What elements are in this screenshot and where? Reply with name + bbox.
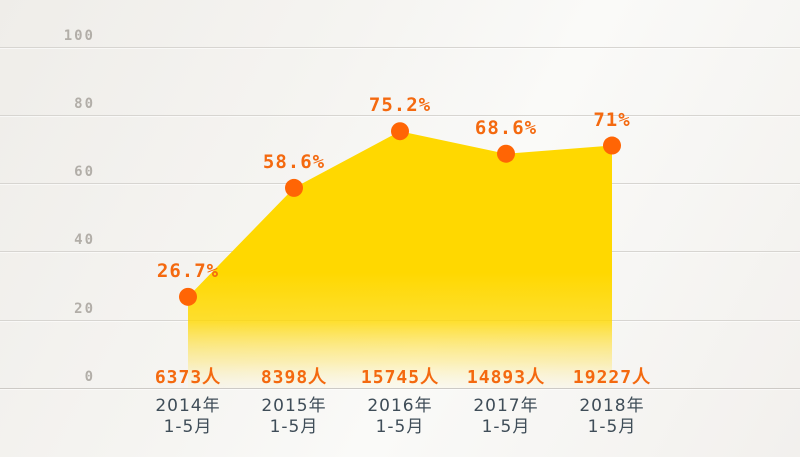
gridline xyxy=(0,46,800,48)
y-tick-label: 80 xyxy=(74,95,95,112)
percent-label: 26.7% xyxy=(156,259,220,282)
gridline xyxy=(0,388,800,389)
count-label: 8398人 xyxy=(260,367,328,388)
x-category-period: 1-5月 xyxy=(587,417,637,437)
data-point-dot xyxy=(497,144,515,163)
gridline xyxy=(0,114,800,116)
x-category-period: 1-5月 xyxy=(375,417,425,437)
y-tick-label: 20 xyxy=(74,300,95,317)
data-point-dot xyxy=(391,122,409,141)
data-point-dot xyxy=(179,287,197,306)
x-category-period: 1-5月 xyxy=(481,417,531,437)
x-category-period: 1-5月 xyxy=(163,417,213,437)
count-label: 6373人 xyxy=(154,367,222,388)
y-tick-label: 100 xyxy=(63,27,95,44)
x-category-year: 2015年 xyxy=(261,396,327,416)
x-category-year: 2017年 xyxy=(473,396,539,416)
x-category-year: 2014年 xyxy=(155,396,221,416)
y-tick-label: 40 xyxy=(74,232,95,249)
data-point-dot xyxy=(285,178,303,197)
x-category-label: 2017年 1-5月 xyxy=(436,396,576,438)
x-category-label: 2018年 1-5月 xyxy=(542,396,682,438)
x-category-label: 2014年 1-5月 xyxy=(118,396,258,438)
percent-label: 71% xyxy=(593,108,631,131)
count-label: 19227人 xyxy=(572,367,652,388)
data-point-dot xyxy=(603,136,621,155)
count-label: 15745人 xyxy=(360,367,440,388)
x-category-year: 2018年 xyxy=(579,396,645,416)
y-tick-label: 0 xyxy=(84,369,95,385)
x-category-label: 2016年 1-5月 xyxy=(330,396,470,438)
x-category-label: 2015年 1-5月 xyxy=(224,396,364,438)
data-point-dots xyxy=(179,122,621,306)
percent-label: 68.6% xyxy=(474,116,538,139)
y-tick-label: 60 xyxy=(74,164,95,181)
percent-label: 75.2% xyxy=(368,94,432,117)
percent-label: 58.6% xyxy=(262,150,326,173)
x-category-year: 2016年 xyxy=(367,396,433,416)
count-label: 14893人 xyxy=(466,367,546,388)
x-category-period: 1-5月 xyxy=(269,417,319,437)
